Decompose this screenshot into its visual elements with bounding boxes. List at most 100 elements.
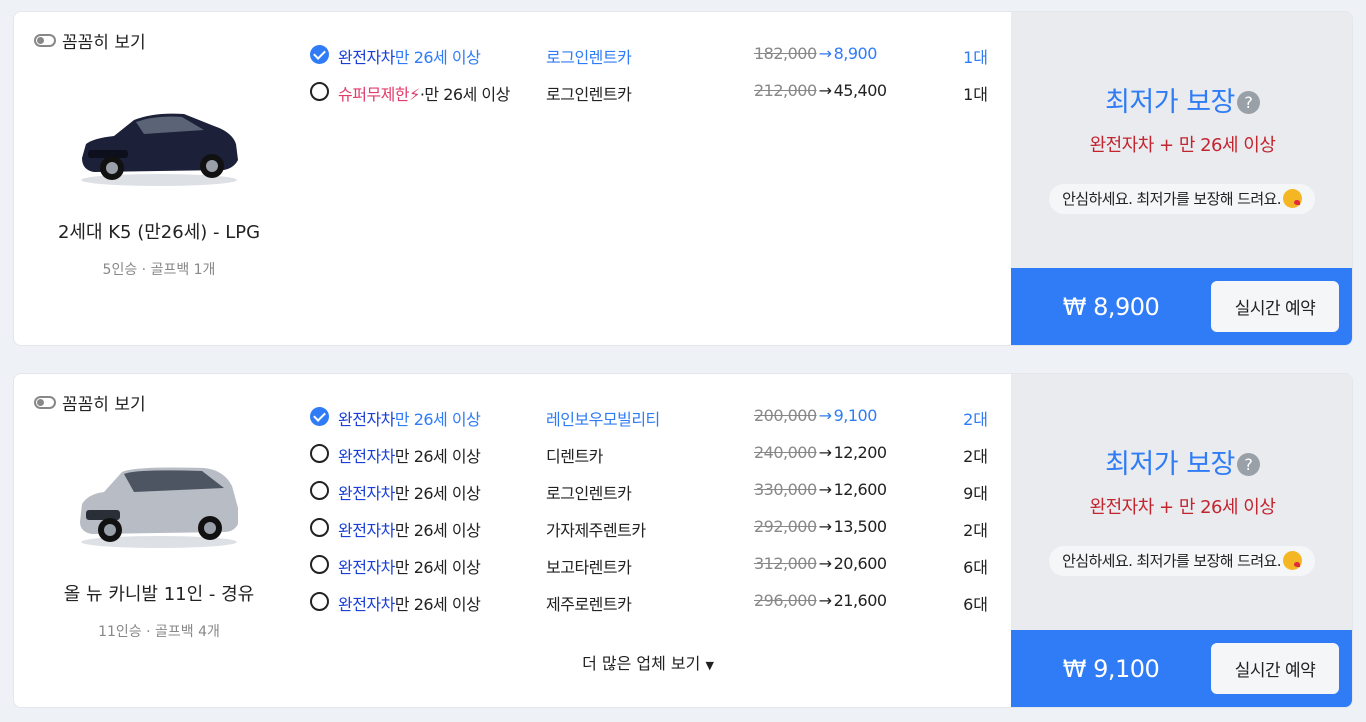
original-price: 200,000 bbox=[754, 406, 817, 425]
insurance-age: 만 26세 이상 bbox=[394, 595, 481, 614]
offer-row[interactable]: 완전자차만 26세 이상 디렌트카 240,000 → 12,200 2대 bbox=[308, 439, 988, 476]
rental-company: 가자제주렌트카 bbox=[546, 521, 646, 540]
offer-list: 완전자차만 26세 이상 레인보우모빌리티 200,000 → 9,100 2대 완… bbox=[308, 402, 988, 624]
radio-checked-icon[interactable] bbox=[310, 407, 329, 426]
toggle-switch-icon[interactable] bbox=[34, 34, 56, 47]
discount-price: 9,100 bbox=[833, 406, 878, 425]
guarantee-pill-text: 안심하세요. 최저가를 보장해 드려요. bbox=[1062, 552, 1281, 570]
payment-bar: ₩ 9,100 실시간 예약 bbox=[1011, 630, 1352, 707]
car-name: 올 뉴 카니발 11인 - 경유 bbox=[63, 584, 255, 605]
discount-price: 21,600 bbox=[833, 591, 887, 610]
offer-row[interactable]: 완전자차만 26세 이상 제주로렌트카 296,000 → 21,600 6대 bbox=[308, 587, 988, 624]
available-count: 6대 bbox=[963, 558, 988, 577]
discount-price: 12,600 bbox=[833, 480, 887, 499]
offer-row[interactable]: 완전자차만 26세 이상 로그인렌트카 182,000 → 8,900 1대 bbox=[308, 40, 988, 77]
realtime-booking-button[interactable]: 실시간 예약 bbox=[1211, 643, 1339, 694]
insurance-age: 만 26세 이상 bbox=[394, 558, 481, 577]
arrow-right-icon: → bbox=[818, 44, 832, 63]
radio-unchecked-icon[interactable] bbox=[310, 518, 329, 537]
original-price: 240,000 bbox=[754, 443, 817, 462]
guarantee-title-text: 최저가 보장 bbox=[1105, 449, 1235, 480]
discount-price: 8,900 bbox=[833, 44, 878, 63]
insurance-type: 완전자차 bbox=[338, 521, 395, 540]
available-count: 9대 bbox=[963, 484, 988, 503]
available-count: 1대 bbox=[963, 48, 988, 67]
original-price: 212,000 bbox=[754, 81, 817, 100]
available-count: 2대 bbox=[963, 410, 988, 429]
offer-row[interactable]: 완전자차만 26세 이상 가자제주렌트카 292,000 → 13,500 2대 bbox=[308, 513, 988, 550]
insurance-age: 만 26세 이상 bbox=[394, 48, 481, 67]
offer-row[interactable]: 슈퍼무제한⚡·만 26세 이상 로그인렌트카 212,000 → 45,400 1대 bbox=[308, 77, 988, 114]
car-spec: 5인승 · 골프백 1개 bbox=[102, 262, 216, 278]
guarantee-title: 최저가 보장? bbox=[1011, 80, 1352, 119]
radio-checked-icon[interactable] bbox=[310, 45, 329, 64]
offer-row[interactable]: 완전자차만 26세 이상 보고타렌트카 312,000 → 20,600 6대 bbox=[308, 550, 988, 587]
kissing-face-icon bbox=[1282, 551, 1302, 570]
arrow-right-icon: → bbox=[818, 81, 832, 100]
discount-price: 45,400 bbox=[833, 81, 887, 100]
arrow-right-icon: → bbox=[818, 554, 832, 573]
rental-company: 레인보우모빌리티 bbox=[546, 410, 660, 429]
guarantee-title-text: 최저가 보장 bbox=[1105, 87, 1235, 118]
rental-company: 보고타렌트카 bbox=[546, 558, 632, 577]
discount-price: 12,200 bbox=[833, 443, 887, 462]
radio-unchecked-icon[interactable] bbox=[310, 592, 329, 611]
available-count: 1대 bbox=[963, 85, 988, 104]
arrow-right-icon: → bbox=[818, 406, 832, 425]
original-price: 296,000 bbox=[754, 591, 817, 610]
guarantee-subtitle: 완전자차 + 만 26세 이상 bbox=[1089, 497, 1276, 518]
insurance-age: 만 26세 이상 bbox=[394, 484, 481, 503]
guarantee-pill: 안심하세요. 최저가를 보장해 드려요. bbox=[1049, 546, 1315, 576]
car-name: 2세대 K5 (만26세) - LPG bbox=[57, 222, 261, 243]
guarantee-pill-text: 안심하세요. 최저가를 보장해 드려요. bbox=[1062, 190, 1281, 208]
available-count: 2대 bbox=[963, 447, 988, 466]
insurance-type: 완전자차 bbox=[338, 558, 395, 577]
rental-company: 로그인렌트카 bbox=[546, 484, 632, 503]
available-count: 2대 bbox=[963, 521, 988, 540]
original-price: 312,000 bbox=[754, 554, 817, 573]
offer-row[interactable]: 완전자차만 26세 이상 레인보우모빌리티 200,000 → 9,100 2대 bbox=[308, 402, 988, 439]
radio-unchecked-icon[interactable] bbox=[310, 444, 329, 463]
payment-bar: ₩ 8,900 실시간 예약 bbox=[1011, 268, 1352, 345]
rental-company: 로그인렌트카 bbox=[546, 48, 632, 67]
guarantee-title: 최저가 보장? bbox=[1011, 442, 1352, 481]
car-card-carnival: 꼼꼼히 보기 올 뉴 카니발 11인 - 경유 11인승 · 골프백 4개 완전… bbox=[13, 373, 1353, 708]
guarantee-pill: 안심하세요. 최저가를 보장해 드려요. bbox=[1049, 184, 1315, 214]
detail-view-toggle[interactable]: 꼼꼼히 보기 bbox=[34, 390, 146, 415]
realtime-booking-button[interactable]: 실시간 예약 bbox=[1211, 281, 1339, 332]
detail-view-toggle[interactable]: 꼼꼼히 보기 bbox=[34, 28, 146, 53]
price-guarantee-panel: 최저가 보장? 완전자차 + 만 26세 이상 안심하세요. 최저가를 보장해 … bbox=[1011, 12, 1352, 345]
help-icon[interactable]: ? bbox=[1236, 453, 1260, 476]
kissing-face-icon bbox=[1282, 189, 1302, 208]
offer-row[interactable]: 완전자차만 26세 이상 로그인렌트카 330,000 → 12,600 9대 bbox=[308, 476, 988, 513]
help-icon[interactable]: ? bbox=[1236, 91, 1260, 114]
available-count: 6대 bbox=[963, 595, 988, 614]
insurance-type: 완전자차 bbox=[338, 48, 395, 67]
offer-list: 완전자차만 26세 이상 로그인렌트카 182,000 → 8,900 1대 슈퍼무… bbox=[308, 40, 988, 114]
insurance-type: 완전자차 bbox=[338, 595, 395, 614]
insurance-age: 만 26세 이상 bbox=[394, 410, 481, 429]
car-card-k5: 꼼꼼히 보기 2세대 K5 (만26세) - LPG 5인승 · 골프백 1개 … bbox=[13, 11, 1353, 346]
more-companies-label: 더 많은 업체 보기 bbox=[582, 654, 701, 673]
price-guarantee-panel: 최저가 보장? 완전자차 + 만 26세 이상 안심하세요. 최저가를 보장해 … bbox=[1011, 374, 1352, 707]
arrow-right-icon: → bbox=[818, 591, 832, 610]
radio-unchecked-icon[interactable] bbox=[310, 481, 329, 500]
toggle-switch-icon[interactable] bbox=[34, 396, 56, 409]
lightning-icon: ⚡ bbox=[409, 85, 420, 104]
original-price: 330,000 bbox=[754, 480, 817, 499]
guarantee-subtitle: 완전자차 + 만 26세 이상 bbox=[1089, 135, 1276, 156]
insurance-type: 완전자차 bbox=[338, 410, 395, 429]
arrow-right-icon: → bbox=[818, 517, 832, 536]
total-price: ₩ 8,900 bbox=[1062, 293, 1160, 321]
insurance-type: 완전자차 bbox=[338, 484, 395, 503]
insurance-age: ·만 26세 이상 bbox=[419, 85, 511, 104]
arrow-right-icon: → bbox=[818, 480, 832, 499]
rental-company: 로그인렌트카 bbox=[546, 85, 632, 104]
radio-unchecked-icon[interactable] bbox=[310, 82, 329, 101]
rental-company: 디렌트카 bbox=[546, 447, 603, 466]
insurance-type: 완전자차 bbox=[338, 447, 395, 466]
arrow-right-icon: → bbox=[818, 443, 832, 462]
rental-company: 제주로렌트카 bbox=[546, 595, 632, 614]
radio-unchecked-icon[interactable] bbox=[310, 555, 329, 574]
more-companies-link[interactable]: 더 많은 업체 보기 ▼ bbox=[308, 650, 988, 674]
